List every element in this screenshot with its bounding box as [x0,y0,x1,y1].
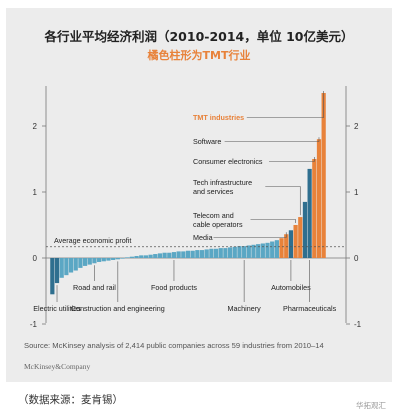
bar [181,251,186,258]
bar [199,250,205,258]
bar [204,249,209,258]
bar [242,246,247,258]
bar [157,253,163,258]
bar [87,258,92,265]
bar [251,244,256,258]
bar-label: Consumer electronics [193,157,263,166]
bar [260,243,265,258]
chart-svg: -1 -1 0 0 1 1 2 2 Average economic profit TMT ind… [30,86,362,329]
chart-title: 各行业平均经济利润（2010-2014，单位 10亿美元） [44,29,354,44]
leader-line [250,219,296,223]
bar [148,254,153,258]
bar [82,258,88,266]
bar [265,242,270,258]
bar [227,247,233,258]
bar [288,230,294,258]
bar [237,246,242,258]
bar-label: Telecom and [193,211,234,220]
bar [185,250,191,258]
bar [223,248,228,258]
bar-label: Machinery [228,304,262,313]
bar-label-line2: cable operators [193,220,243,229]
bar-label: Tech infrastructure [193,178,252,187]
bar [68,258,74,273]
bar [307,168,312,258]
bar [153,254,158,258]
bar-label: Automobiles [271,283,311,292]
bar-label: Road and rail [73,283,116,292]
bar [270,241,275,258]
bar [59,258,64,278]
bar [274,240,279,258]
bar [143,255,149,258]
bar [129,256,134,258]
bar [120,258,125,259]
bar [195,250,200,258]
y-tick-label-right: 0 [354,254,359,263]
bar-tmt [298,217,303,258]
bar-tmt [316,139,322,258]
y-tick-label-right: 2 [354,122,359,131]
y-tick-label-left: -1 [30,320,38,329]
bar [218,248,223,258]
chart-subtitle: 橘色柱形为TMT行业 [147,49,251,62]
leader-line [269,157,315,162]
bar-label: Food products [151,283,197,292]
bar [190,250,195,258]
bar [167,252,172,258]
bar [134,256,139,258]
bar-tmt [284,234,289,258]
bar [64,258,69,276]
bar-tmt [312,159,317,258]
bar [176,251,181,258]
bar [125,257,130,258]
bar [213,248,219,258]
bar [256,244,261,258]
y-tick-label-right: 1 [354,188,359,197]
leader-line [265,186,301,216]
source-note: Source: McKinsey analysis of 2,414 publi… [24,341,324,350]
bar-label: Pharmaceuticals [283,304,337,313]
chart-card: 各行业平均经济利润（2010-2014，单位 10亿美元） 橘色柱形为TMT行业… [6,8,392,382]
bar [97,258,102,262]
bar [111,258,116,260]
y-tick-label-right: -1 [354,320,362,329]
bar-tmt [321,93,326,258]
bar [101,258,106,262]
y-tick-label-left: 0 [33,254,38,263]
bar-label: Software [193,137,221,146]
bar [246,245,251,258]
bar [171,252,177,258]
bar-label: TMT industries [193,113,244,122]
bar [115,258,120,260]
bar-label: Electric utilities [33,304,81,313]
bar-tmt [279,238,284,258]
bar [232,246,237,258]
leader-line [213,232,287,238]
bar-label: Media [193,233,213,242]
bar-label: Construction and engineering [71,304,165,313]
bar [54,258,60,284]
leader-line [224,137,320,142]
bar [209,248,214,258]
watermark: 华拓观汇 [356,401,386,410]
data-source-caption: （数据来源：麦肯锡） [18,394,123,406]
bar [106,258,111,261]
bar-label-line2: and services [193,187,234,196]
bar [50,258,55,295]
brand-logo: McKinsey&Company [24,362,91,371]
bar [139,255,144,258]
y-tick-label-left: 1 [33,188,38,197]
bar [78,258,83,268]
bar-tmt [293,225,298,258]
y-tick-label-left: 2 [33,122,38,131]
bar [162,252,167,258]
bar [302,201,308,258]
bar [73,258,78,271]
bar [92,258,97,264]
average-line-label: Average economic profit [54,236,131,245]
leader-line [246,91,324,118]
